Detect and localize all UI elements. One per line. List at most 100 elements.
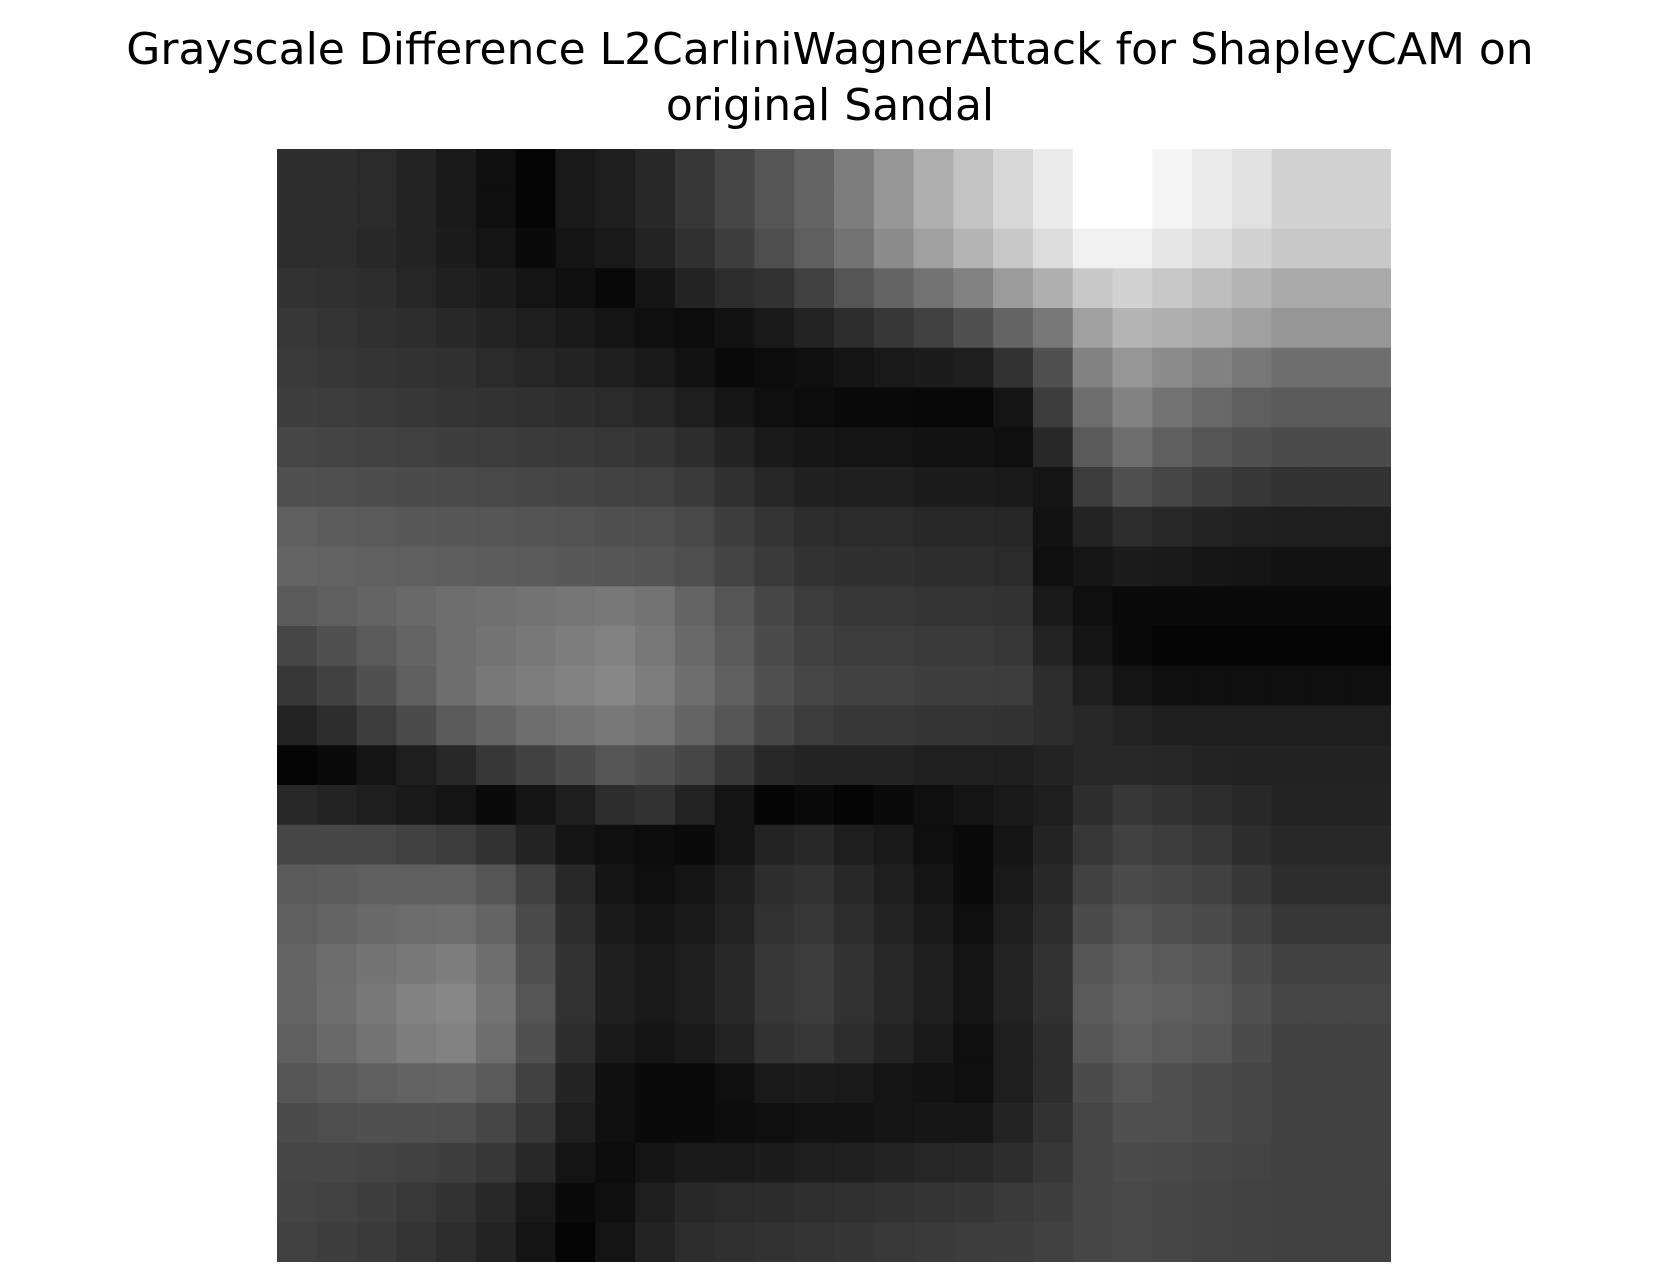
heatmap-cell: [1112, 188, 1153, 230]
heatmap-cell: [356, 904, 397, 945]
heatmap-cell: [1311, 1063, 1352, 1104]
heatmap-cell: [1032, 308, 1074, 349]
heatmap-cell: [913, 387, 954, 428]
heatmap-cell: [834, 347, 875, 389]
heatmap-cell: [475, 1142, 517, 1184]
heatmap-cell: [1231, 228, 1273, 269]
heatmap-cell: [1351, 427, 1391, 468]
heatmap-cell: [1192, 1023, 1233, 1064]
heatmap-cell: [277, 546, 318, 587]
heatmap-cell: [1072, 944, 1114, 985]
heatmap-cell: [1271, 1222, 1313, 1262]
heatmap-cell: [436, 983, 477, 1025]
heatmap-cell: [1072, 546, 1114, 587]
heatmap-cell: [1152, 387, 1193, 428]
heatmap-cell: [595, 1222, 636, 1262]
heatmap-cell: [754, 506, 795, 548]
heatmap-cell: [1271, 188, 1313, 230]
heatmap-cell: [1152, 864, 1193, 905]
heatmap-cell: [913, 1103, 954, 1144]
heatmap-cell: [595, 864, 636, 905]
heatmap-cell: [1192, 427, 1233, 468]
heatmap-cell: [1271, 427, 1313, 468]
heatmap-cell: [1152, 665, 1193, 707]
heatmap-cell: [316, 626, 358, 667]
heatmap-cell: [555, 665, 596, 707]
heatmap-cell: [635, 745, 676, 786]
heatmap-cell: [436, 1063, 477, 1104]
heatmap-cell: [1032, 1222, 1074, 1262]
heatmap-cell: [953, 467, 994, 508]
heatmap-cell: [1311, 983, 1352, 1025]
heatmap-cell: [714, 1222, 756, 1262]
heatmap-cell: [1032, 745, 1074, 786]
heatmap-cell: [873, 387, 915, 428]
heatmap-cell: [635, 467, 676, 508]
heatmap-cell: [356, 506, 397, 548]
heatmap-cell: [1152, 228, 1193, 269]
heatmap-cell: [475, 387, 517, 428]
heatmap-cell: [1112, 1142, 1153, 1184]
heatmap-cell: [396, 308, 437, 349]
heatmap-cell: [595, 705, 636, 746]
heatmap-cell: [635, 665, 676, 707]
heatmap-cell: [714, 904, 756, 945]
heatmap-cell: [1311, 824, 1352, 866]
heatmap-cell: [754, 824, 795, 866]
heatmap-cell: [834, 626, 875, 667]
heatmap-cell: [794, 626, 835, 667]
heatmap-cell: [1112, 467, 1153, 508]
heatmap-cell: [794, 347, 835, 389]
heatmap-cell: [436, 1142, 477, 1184]
heatmap-cell: [396, 824, 437, 866]
heatmap-cell: [1152, 626, 1193, 667]
heatmap-cell: [1192, 1222, 1233, 1262]
heatmap-cell: [396, 745, 437, 786]
heatmap-cell: [913, 467, 954, 508]
heatmap-cell: [1311, 1222, 1352, 1262]
heatmap-cell: [595, 467, 636, 508]
heatmap-cell: [1032, 1103, 1074, 1144]
heatmap-cell: [277, 1103, 318, 1144]
heatmap-cell: [316, 1142, 358, 1184]
heatmap-cell: [277, 1023, 318, 1064]
heatmap-cell: [794, 308, 835, 349]
heatmap-cell: [953, 705, 994, 746]
heatmap-cell: [356, 785, 397, 826]
heatmap-cell: [1112, 944, 1153, 985]
heatmap-cell: [1311, 864, 1352, 905]
heatmap-cell: [834, 1222, 875, 1262]
heatmap-cell: [913, 1222, 954, 1262]
heatmap-cell: [396, 228, 437, 269]
heatmap-cell: [873, 1023, 915, 1064]
heatmap-cell: [356, 1063, 397, 1104]
heatmap-cell: [754, 546, 795, 587]
heatmap-cell: [953, 347, 994, 389]
heatmap-cell: [316, 1182, 358, 1223]
heatmap-cell: [396, 467, 437, 508]
heatmap-cell: [635, 427, 676, 468]
heatmap-cell: [1152, 1023, 1193, 1064]
heatmap-cell: [1072, 228, 1114, 269]
heatmap-cell: [1112, 1222, 1153, 1262]
heatmap-cell: [1152, 1103, 1193, 1144]
heatmap-cell: [1192, 467, 1233, 508]
heatmap-cell: [1112, 506, 1153, 548]
heatmap-cell: [1311, 904, 1352, 945]
heatmap-cell: [953, 546, 994, 587]
heatmap-cell: [635, 188, 676, 230]
heatmap-cell: [595, 944, 636, 985]
heatmap-cell: [714, 149, 756, 190]
heatmap-cell: [555, 427, 596, 468]
heatmap-cell: [1152, 1222, 1193, 1262]
heatmap-cell: [794, 188, 835, 230]
heatmap-cell: [436, 546, 477, 587]
heatmap-cell: [1231, 268, 1273, 309]
heatmap-cell: [277, 626, 318, 667]
heatmap-cell: [993, 745, 1034, 786]
heatmap-cell: [475, 1023, 517, 1064]
heatmap-cell: [635, 983, 676, 1025]
heatmap-cell: [436, 705, 477, 746]
heatmap-cell: [635, 1182, 676, 1223]
heatmap-cell: [436, 387, 477, 428]
